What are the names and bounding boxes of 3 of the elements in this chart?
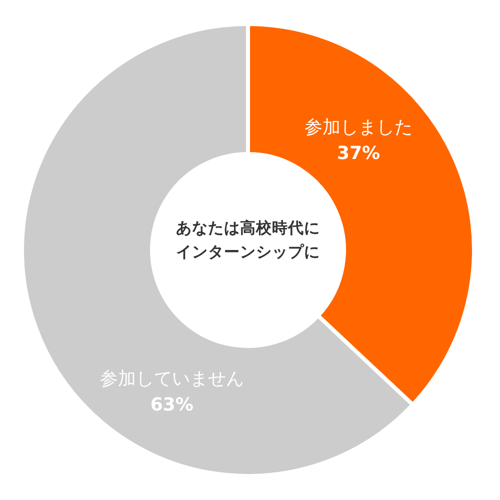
- slice-label: 参加しました: [304, 117, 413, 138]
- data-label: 37%: [337, 143, 380, 164]
- text: あなたは高校時代にインターンシップに: [175, 218, 321, 263]
